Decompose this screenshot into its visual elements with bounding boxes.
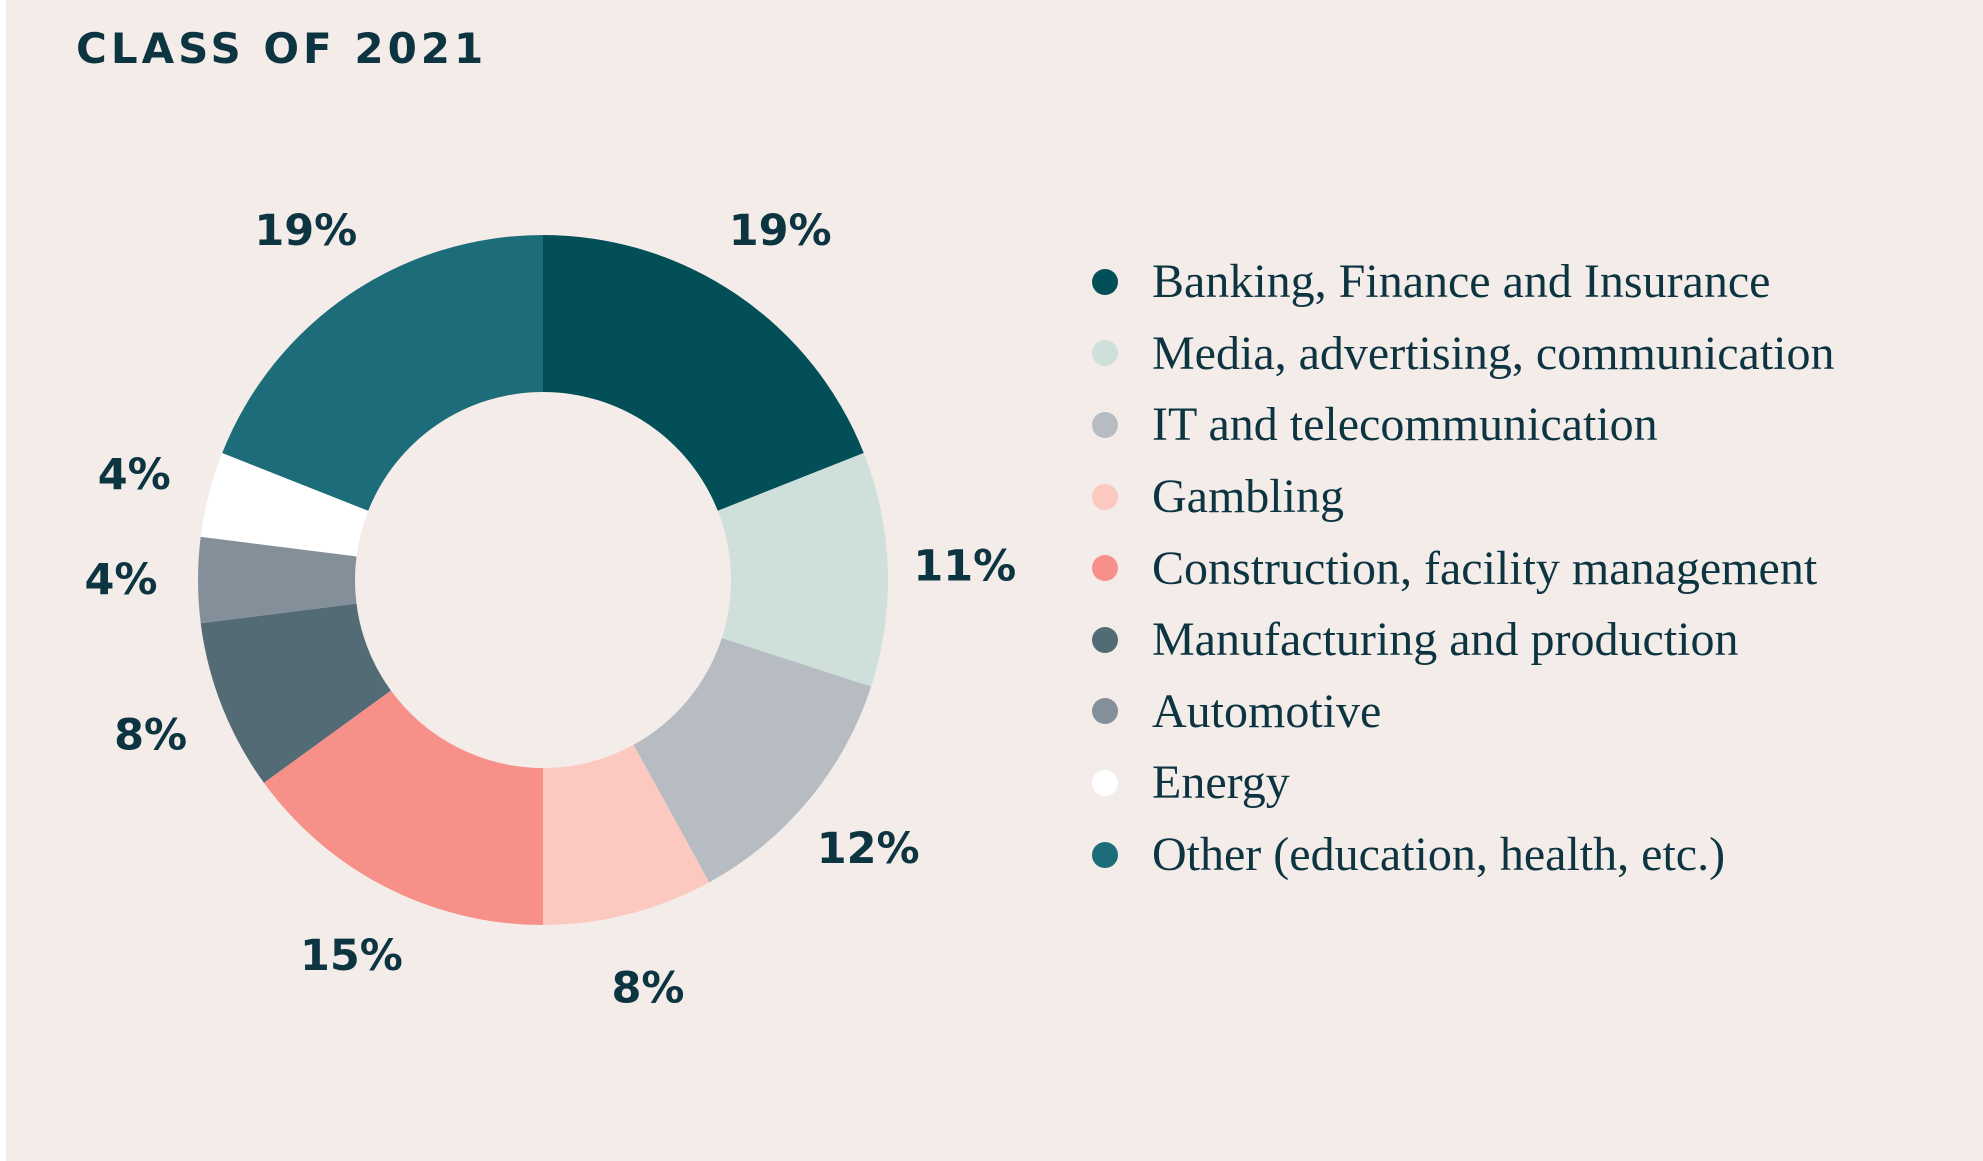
legend-swatch	[1092, 340, 1118, 367]
donut-slice-it-and-telecommunication	[633, 638, 872, 883]
legend-swatch	[1092, 555, 1118, 582]
legend-label: Other (education, health, etc.)	[1152, 828, 1726, 882]
legend-item-automotive: Automotive	[1092, 676, 1835, 748]
legend-label: Automotive	[1152, 684, 1382, 738]
legend-item-banking-finance-and-insurance: Banking, Finance and Insurance	[1092, 246, 1835, 318]
donut-value-labels: 19% 11% 12% 8% 15% 8% 4% 4% 19%	[84, 206, 1016, 1014]
legend-item-construction-facility-management: Construction, facility management	[1092, 532, 1835, 604]
slice-value-label: 15%	[300, 931, 403, 981]
donut-slice-other-education-health-etc	[222, 235, 543, 511]
slice-value-label: 12%	[817, 824, 920, 874]
legend-swatch	[1092, 841, 1118, 868]
donut-slice-banking-finance-and-insurance	[543, 235, 864, 511]
legend-label: Manufacturing and production	[1152, 613, 1739, 667]
legend-label: Banking, Finance and Insurance	[1152, 255, 1771, 309]
slice-value-label: 19%	[729, 206, 832, 256]
legend-swatch	[1092, 268, 1118, 295]
legend-item-it-and-telecommunication: IT and telecommunication	[1092, 389, 1835, 461]
donut-slice-automotive	[197, 536, 357, 624]
slice-value-label: 4%	[98, 450, 171, 500]
chart-title: CLASS OF 2021	[76, 24, 488, 73]
donut-slices	[197, 235, 889, 925]
slice-value-label: 11%	[913, 542, 1016, 592]
donut-slice-media-advertising-communication	[717, 452, 889, 687]
legend-item-gambling: Gambling	[1092, 461, 1835, 533]
donut-chart: 19% 11% 12% 8% 15% 8% 4% 4% 19%	[84, 206, 1016, 1014]
chart-canvas: CLASS OF 2021 19% 11% 12% 8% 15% 8% 4% 4% 19% Ba…	[6, 0, 1983, 1161]
legend-label: IT and telecommunication	[1152, 398, 1658, 452]
slice-value-label: 8%	[114, 710, 187, 760]
donut-slice-energy	[200, 452, 369, 557]
donut-slice-manufacturing-and-production	[200, 603, 391, 783]
legend-swatch	[1092, 411, 1118, 438]
legend-swatch	[1092, 698, 1118, 725]
donut-slice-construction-facility-management	[263, 690, 543, 925]
legend-label: Energy	[1152, 756, 1290, 810]
slice-value-label: 8%	[611, 964, 684, 1014]
legend-item-other-education-health-etc: Other (education, health, etc.)	[1092, 819, 1835, 891]
legend-label: Media, advertising, communication	[1152, 326, 1835, 380]
legend-swatch	[1092, 626, 1118, 653]
legend-label: Construction, facility management	[1152, 541, 1818, 595]
slice-value-label: 19%	[254, 206, 357, 256]
slice-value-label: 4%	[84, 555, 157, 605]
chart-legend: Banking, Finance and Insurance Media, adv…	[1092, 246, 1835, 890]
legend-item-media-advertising-communication: Media, advertising, communication	[1092, 318, 1835, 390]
legend-label: Gambling	[1152, 470, 1344, 524]
donut-slice-gambling	[543, 744, 710, 925]
legend-swatch	[1092, 483, 1118, 510]
legend-item-manufacturing-and-production: Manufacturing and production	[1092, 604, 1835, 676]
legend-swatch	[1092, 769, 1118, 796]
legend-item-energy: Energy	[1092, 747, 1835, 819]
